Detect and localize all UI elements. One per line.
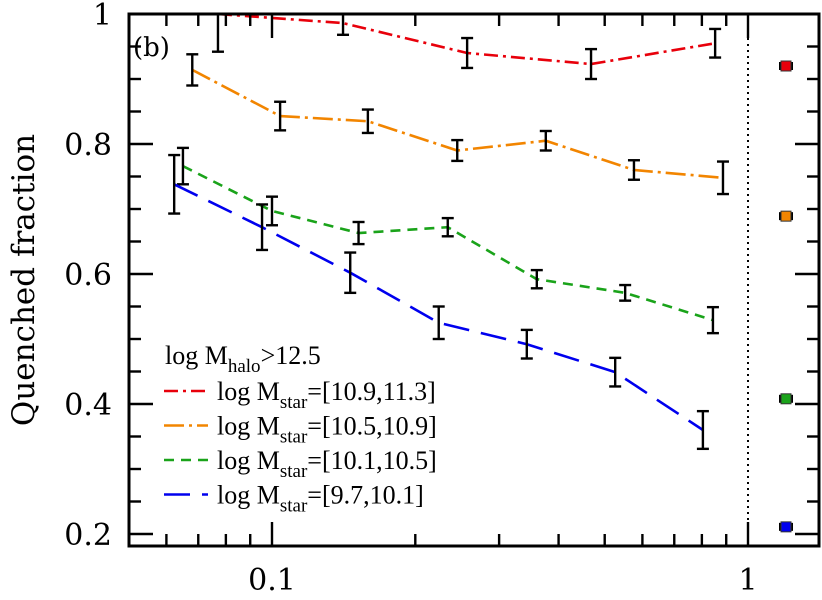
legend-label-pre: log M bbox=[217, 377, 280, 406]
error-bar bbox=[186, 53, 199, 87]
y-tick-label: 0.2 bbox=[64, 518, 112, 553]
legend-entry-0: log Mstar=[10.9,11.3] bbox=[164, 377, 436, 413]
error-bar bbox=[530, 268, 543, 290]
plot-marks bbox=[168, 14, 793, 546]
error-bar bbox=[432, 305, 445, 341]
error-bar bbox=[461, 36, 474, 70]
legend-title: log Mhalo>12.5 bbox=[165, 341, 321, 377]
legend-label-sub: star bbox=[280, 427, 308, 448]
error-bar bbox=[716, 160, 729, 196]
legend-label-sub: star bbox=[280, 461, 308, 482]
error-bar bbox=[619, 283, 632, 302]
error-bar bbox=[520, 328, 533, 360]
y-tick-label: 0.6 bbox=[64, 258, 112, 293]
error-bar bbox=[585, 47, 598, 81]
y-axis-label: Quenched fraction bbox=[6, 134, 42, 426]
legend-label: log Mstar=[9.7,10.1] bbox=[217, 481, 424, 517]
y-tick-label: 0.8 bbox=[64, 128, 112, 163]
legend-label-pre: log M bbox=[217, 446, 280, 475]
legend-title-sub: halo bbox=[228, 356, 261, 377]
axes: 0.1 1 0.2 0.4 0.6 0.8 1 bbox=[64, 0, 821, 598]
error-bar bbox=[274, 100, 287, 132]
legend-label-post: =[10.9,11.3] bbox=[307, 377, 436, 406]
error-bar bbox=[176, 146, 189, 186]
error-bar bbox=[344, 251, 357, 295]
error-bar bbox=[609, 356, 622, 388]
legend-label: log Mstar=[10.1,10.5] bbox=[217, 446, 437, 482]
legend-entry-2: log Mstar=[10.1,10.5] bbox=[164, 446, 437, 482]
offset-point-0 bbox=[780, 60, 792, 72]
offset-point-1 bbox=[780, 210, 792, 222]
legend-title-pre: log M bbox=[165, 341, 228, 370]
error-bar bbox=[352, 220, 365, 246]
legend-label: log Mstar=[10.5,10.9] bbox=[217, 412, 437, 448]
error-bar bbox=[256, 203, 269, 252]
error-bar bbox=[441, 216, 454, 238]
legend-title-post: >12.5 bbox=[261, 341, 321, 370]
plot-area bbox=[168, 14, 793, 546]
error-bar bbox=[539, 129, 552, 152]
error-bar bbox=[451, 138, 464, 163]
error-bar bbox=[706, 305, 719, 335]
legend-label-sub: star bbox=[280, 496, 308, 517]
legend-label-post: =[9.7,10.1] bbox=[307, 481, 423, 510]
y-tick-label: 0.4 bbox=[64, 388, 112, 423]
error-bar bbox=[627, 159, 640, 181]
legend-label-pre: log M bbox=[217, 412, 280, 441]
legend-label-pre: log M bbox=[217, 481, 280, 510]
error-bar bbox=[168, 153, 181, 215]
error-bar bbox=[709, 27, 722, 59]
legend-label: log Mstar=[10.9,11.3] bbox=[217, 377, 436, 413]
y-tick-label: 1 bbox=[93, 0, 112, 33]
error-bar bbox=[361, 108, 374, 135]
x-tick-label: 0.1 bbox=[248, 563, 296, 598]
error-bar bbox=[696, 409, 709, 451]
error-bar bbox=[266, 195, 278, 227]
x-tick-label: 1 bbox=[738, 563, 757, 598]
legend-entry-3: log Mstar=[9.7,10.1] bbox=[164, 481, 424, 517]
legend-label-sub: star bbox=[280, 392, 308, 413]
panel-label: (b) bbox=[133, 33, 170, 63]
legend-label-post: =[10.5,10.9] bbox=[307, 412, 436, 441]
offset-point-2 bbox=[780, 393, 792, 405]
offset-point-3 bbox=[780, 521, 792, 533]
legend-entry-1: log Mstar=[10.5,10.9] bbox=[164, 412, 437, 448]
plot-frame bbox=[127, 12, 821, 548]
legend-label-post: =[10.1,10.5] bbox=[307, 446, 436, 475]
error-bar bbox=[211, 14, 224, 53]
